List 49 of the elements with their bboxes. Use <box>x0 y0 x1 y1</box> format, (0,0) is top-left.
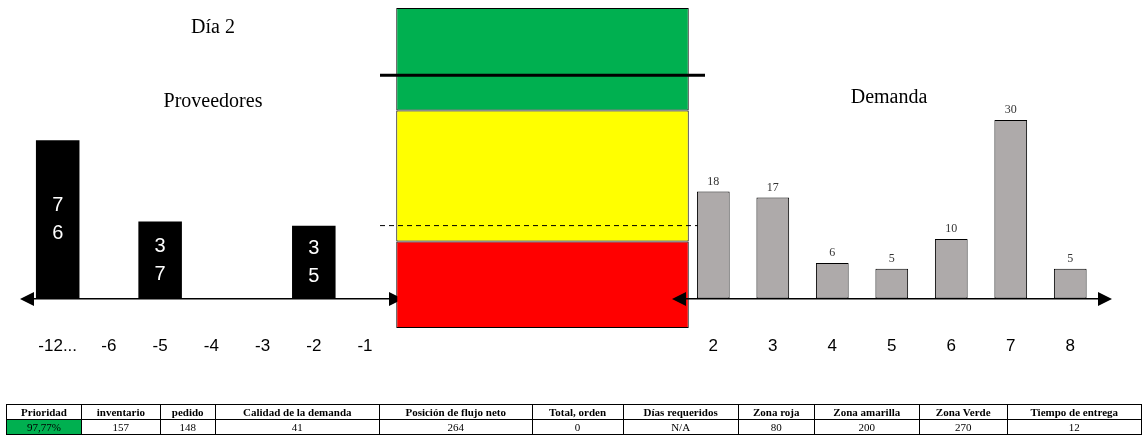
data-label: 30 <box>1004 102 1017 117</box>
text: Total, orden <box>532 404 624 420</box>
data-label: 5 <box>1067 250 1074 265</box>
x-tick-label: -3 <box>255 336 271 356</box>
data-label: 5 <box>888 250 895 265</box>
data-label: 18 <box>707 173 720 188</box>
text: pedido <box>160 404 216 420</box>
text: N/A <box>623 419 739 435</box>
x-tick-label: 6 <box>946 336 956 356</box>
x-tick-label: 7 <box>1006 336 1016 356</box>
data-label: 17 <box>766 179 779 194</box>
data-label: 3 7 <box>154 233 166 284</box>
text: 200 <box>814 419 920 435</box>
text: inventario <box>81 404 161 420</box>
text: Tiempo de entrega <box>1007 404 1142 420</box>
text: Días requeridos <box>623 404 739 420</box>
text: Zona amarilla <box>814 404 920 420</box>
x-tick-label: 4 <box>827 336 838 356</box>
text: 270 <box>919 419 1008 435</box>
text: 41 <box>215 419 380 435</box>
text: 97,77% <box>6 419 82 435</box>
text: 264 <box>379 419 533 435</box>
chart-title: Demanda <box>850 85 928 108</box>
x-tick-label: -12... <box>38 336 78 356</box>
text: 0 <box>532 419 624 435</box>
x-tick-label: -6 <box>101 336 117 356</box>
x-tick-label: 2 <box>708 336 719 356</box>
data-label: 6 <box>829 245 836 260</box>
text: 80 <box>738 419 815 435</box>
text: Zona roja <box>738 404 815 420</box>
text: Prioridad <box>6 404 82 420</box>
chart-subtitle: Proveedores <box>163 89 263 112</box>
text: 148 <box>160 419 216 435</box>
data-label: 3 5 <box>308 235 320 286</box>
x-tick-label: -1 <box>357 336 373 356</box>
chart-title: Día 2 <box>191 15 235 38</box>
data-label: 7 6 <box>52 192 64 243</box>
text: 157 <box>81 419 161 435</box>
x-tick-label: 3 <box>768 336 778 356</box>
text: Posición de flujo neto <box>379 404 533 420</box>
x-tick-label: -4 <box>203 336 219 356</box>
x-tick-label: 8 <box>1065 336 1075 356</box>
data-label: 10 <box>945 221 958 236</box>
x-tick-label: 5 <box>887 336 897 356</box>
text: 12 <box>1007 419 1142 435</box>
text: Zona Verde <box>919 404 1008 420</box>
x-tick-label: -5 <box>152 336 168 356</box>
text: Calidad de la demanda <box>215 404 380 420</box>
x-tick-label: -2 <box>306 336 322 356</box>
